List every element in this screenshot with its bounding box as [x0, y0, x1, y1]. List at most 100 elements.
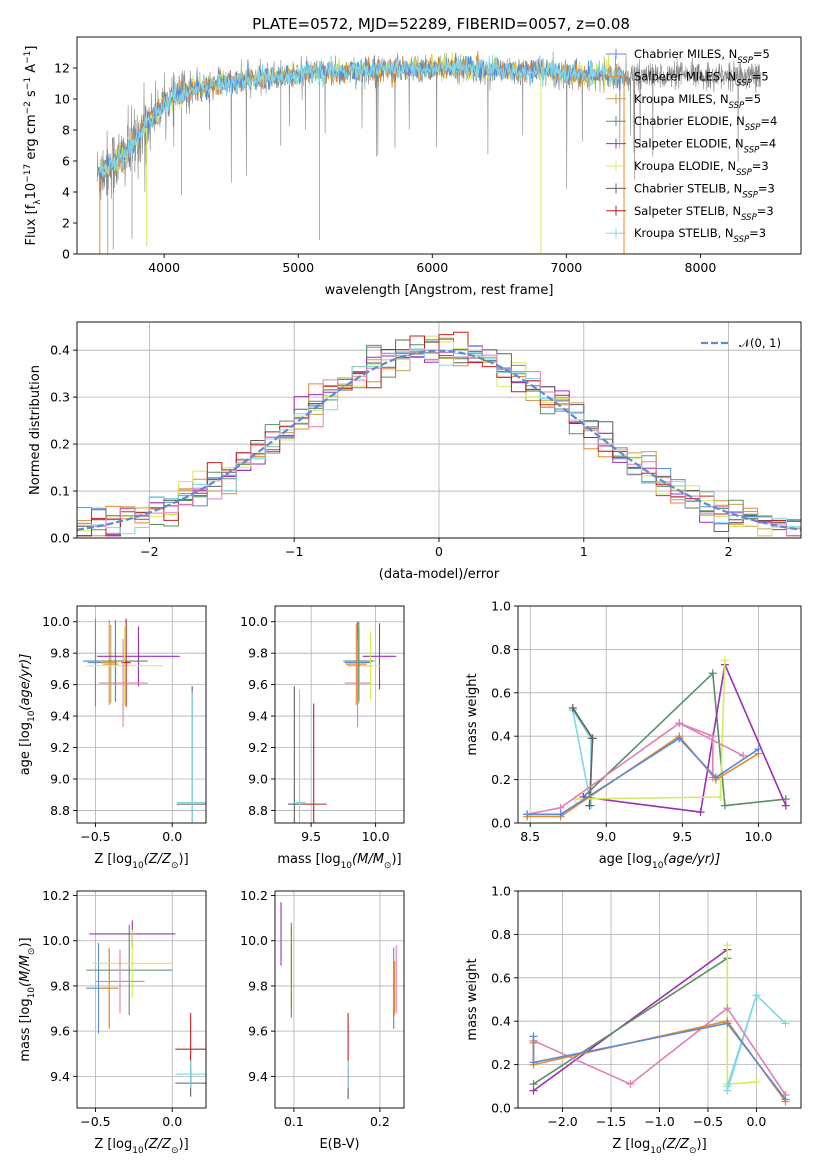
label-part: age [log — [18, 722, 33, 775]
y-tick-label: 0.3 — [50, 390, 70, 405]
y-tick-label: 9.4 — [50, 709, 70, 724]
legend-label-main: Salpeter ELODIE, N — [634, 137, 744, 151]
label-part: )] — [18, 937, 33, 947]
y-tick-label: 8 — [62, 123, 70, 138]
weight-marker — [675, 734, 684, 743]
label-part: Flux [f — [24, 204, 39, 245]
y-tick-label: 9.4 — [248, 709, 268, 724]
x-axis-label: Z [log10(Z/Z⊙)] — [94, 852, 188, 871]
label-part: (Z/Z — [144, 1137, 172, 1152]
x-tick-label: −1.0 — [644, 1114, 674, 1129]
x-tick-label: 1 — [580, 544, 588, 559]
y-tick-label: 9.6 — [50, 1024, 70, 1039]
x-tick-label: 10.0 — [744, 829, 772, 844]
weight-marker — [529, 1032, 538, 1041]
errorbar-point — [100, 949, 119, 1027]
weight-marker — [588, 734, 597, 743]
weight-marker — [716, 792, 725, 801]
weight-marker — [711, 773, 720, 782]
legend-label-main: Chabrier ELODIE, N — [634, 114, 745, 128]
x-tick-label: −0.5 — [80, 1114, 110, 1129]
weight-marker — [626, 1080, 635, 1089]
errorbar-points — [86, 920, 206, 1097]
histogram-step — [77, 348, 801, 535]
x-tick-label: −0.5 — [80, 829, 110, 844]
y-tick-label: 8.8 — [50, 803, 70, 818]
weight-marker — [675, 719, 684, 728]
y-axis-label: Normed distribution — [28, 365, 43, 495]
weight-marker — [723, 1004, 732, 1013]
errorbar-point — [87, 618, 104, 707]
y-tick-label: 1.0 — [491, 599, 511, 614]
x-tick-label: −1 — [285, 544, 303, 559]
errorbar-point — [300, 703, 327, 823]
age_vs_mass-frame — [274, 605, 405, 824]
label-part: )] — [179, 1137, 189, 1152]
label-part: (age/yr)] — [663, 852, 720, 867]
legend-label-tail: =3 — [758, 181, 775, 195]
legend-label-main: Chabrier MILES, N — [634, 47, 737, 61]
legend-label-sub: SSP — [734, 235, 750, 245]
y-tick-label: 9.6 — [50, 677, 70, 692]
errorbar-point — [86, 924, 173, 1016]
weight-marker — [720, 656, 729, 665]
weight-series-line — [532, 1022, 787, 1100]
y-tick-label: 10.0 — [240, 614, 268, 629]
errorbar-point — [362, 623, 397, 690]
legend-label: Chabrier STELIB, NSSP=3 — [634, 181, 775, 200]
y-tick-label: 0.4 — [491, 729, 511, 744]
weight-series-line — [526, 722, 744, 816]
errorbar-point — [176, 692, 206, 823]
y-tick-label: 0.0 — [491, 1101, 511, 1116]
legend-label-sub: SSP — [736, 168, 752, 178]
x-tick-label: 0.0 — [162, 1114, 182, 1129]
x-tick-label: −2.0 — [547, 1114, 577, 1129]
y-tick-label: 4 — [62, 185, 70, 200]
y-tick-label: 9.6 — [248, 677, 268, 692]
weight-marker — [529, 1058, 538, 1067]
label-part: E(B-V) — [319, 1137, 359, 1152]
residuals-axes: −2 −1 0 1 2 0.0 0.1 0.2 0.3 0.4 𝒩(0, 1) (data-model… — [28, 321, 802, 582]
x-tick-label: −2 — [140, 544, 158, 559]
label-part: age [log — [599, 852, 652, 867]
x-tick-label: 8.5 — [520, 829, 540, 844]
x-axis-label: (data-model)/error — [379, 567, 500, 582]
label-part: −1 — [23, 77, 33, 90]
y-tick-label: 10.0 — [240, 933, 268, 948]
errorbar-point — [293, 689, 306, 823]
label-part: s — [24, 90, 39, 101]
weight-series-line — [533, 948, 728, 1092]
errorbar-point — [175, 1060, 206, 1088]
label-part: −17 — [23, 164, 33, 183]
label-part: mass weight — [465, 958, 480, 1040]
label-part: ⊙ — [27, 948, 37, 956]
legend-label-sub: SSP — [737, 56, 753, 66]
legend-label: Salpeter ELODIE, NSSP=4 — [634, 137, 776, 156]
weight-series-line — [575, 660, 726, 800]
label-part: 10 — [24, 183, 39, 200]
figure-title: PLATE=0572, MJD=52289, FIBERID=0057, z=0… — [252, 15, 630, 33]
weight-marker — [556, 810, 565, 819]
x-tick-label: 0.0 — [162, 829, 182, 844]
x-axis-label: E(B-V) — [319, 1137, 359, 1152]
x-axis-label: age [log10(age/yr)] — [599, 852, 721, 871]
x-tick-label: 2 — [725, 544, 733, 559]
weight_vs_age-frame — [517, 605, 802, 824]
y-tick-label: 10.0 — [42, 614, 70, 629]
y-tick-label: 9.8 — [248, 978, 268, 993]
label-part: A — [24, 64, 39, 77]
legend-label: Kroupa ELODIE, NSSP=3 — [634, 159, 769, 178]
y-tick-label: 0.6 — [491, 970, 511, 985]
x-axis-label: mass [log10(M/M⊙)] — [277, 852, 401, 871]
weight-marker — [568, 703, 577, 712]
y-tick-label: 9.4 — [248, 1069, 268, 1084]
y-axis-label: Flux [fλ10−17 erg cm−2 s−1 A−1] — [23, 46, 43, 246]
weight-marker — [754, 745, 763, 754]
y-tick-label: 0.4 — [50, 343, 70, 358]
errorbar-point — [86, 626, 163, 706]
weight-marker — [781, 1019, 790, 1028]
label-part: Normed distribution — [28, 365, 43, 495]
legend-label-tail: =3 — [749, 226, 766, 240]
y-tick-label: 9.0 — [248, 771, 268, 786]
y-tick-label: 0 — [62, 247, 70, 262]
